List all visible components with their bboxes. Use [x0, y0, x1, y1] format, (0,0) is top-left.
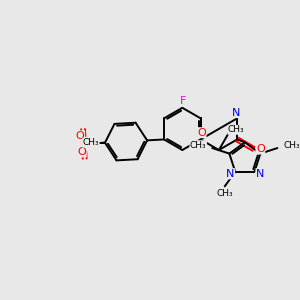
Text: S: S: [80, 137, 88, 150]
Text: F: F: [180, 96, 187, 106]
Text: O: O: [256, 144, 265, 154]
Text: N: N: [256, 169, 264, 179]
Text: O: O: [77, 147, 86, 157]
Text: N: N: [232, 108, 240, 118]
Text: CH₃: CH₃: [216, 189, 233, 198]
Text: N: N: [226, 169, 235, 179]
Text: CH₃: CH₃: [228, 125, 244, 134]
Text: CH₃: CH₃: [82, 138, 99, 147]
Text: CH₃: CH₃: [190, 141, 206, 150]
Text: O: O: [76, 131, 85, 141]
Text: O: O: [197, 128, 206, 138]
Text: CH₃: CH₃: [283, 141, 300, 150]
